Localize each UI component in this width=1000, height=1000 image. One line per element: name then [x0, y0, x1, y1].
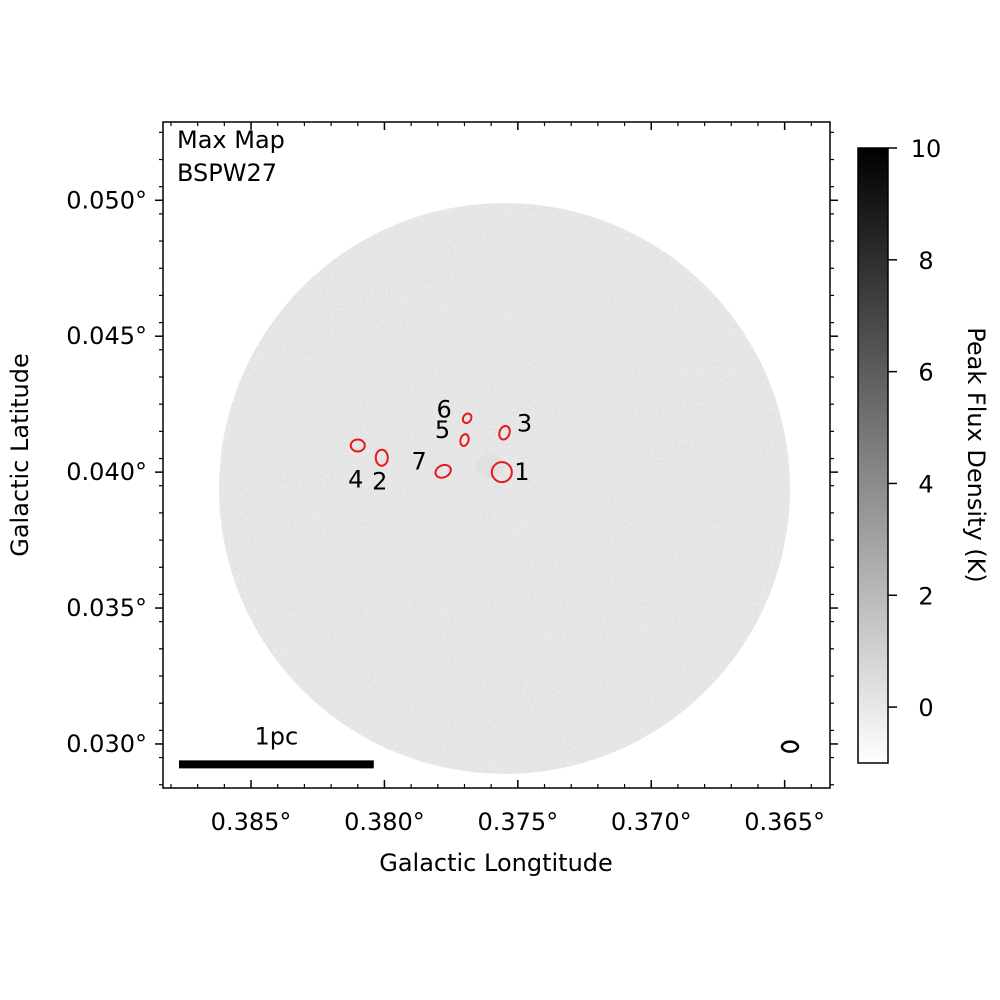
- source-label-5: 5: [435, 416, 450, 444]
- colorbar-label: Peak Flux Density (K): [962, 327, 990, 582]
- heatmap-layer: [219, 202, 790, 774]
- x-axis-label: Galactic Longtitude: [379, 849, 613, 877]
- colorbar: 0 2 4 6 8 10 Peak Flux Density (K): [857, 135, 990, 764]
- colorbar-tick-label: 10: [911, 135, 942, 163]
- beam-ellipse: [780, 740, 800, 753]
- x-tick-label: 0.380°: [344, 808, 425, 836]
- y-tick-label: 0.030°: [66, 730, 147, 758]
- source-contours: 1 2 3 4 567: [348, 395, 532, 495]
- x-tick-label: 0.375°: [477, 808, 558, 836]
- colorbar-tick-label: 2: [918, 582, 933, 610]
- x-tick-label: 0.370°: [611, 808, 692, 836]
- heatmap-bright-spot: [475, 454, 504, 479]
- source-contour-3: [498, 424, 511, 441]
- colorbar-ticks: 0 2 4 6 8 10: [888, 135, 941, 722]
- source-label-2: 2: [372, 468, 387, 496]
- source-label-3: 3: [517, 410, 532, 438]
- source-contour-7: [434, 463, 452, 479]
- source-contour-2: [374, 448, 389, 467]
- y-tick-label: 0.045°: [66, 322, 147, 350]
- source-label-6: 6: [437, 395, 452, 423]
- colorbar-tick-label: 8: [918, 247, 933, 275]
- colorbar-tick-label: 0: [918, 694, 933, 722]
- heatmap-field: [219, 202, 790, 774]
- axis-ticks: 0.385° 0.380° 0.375° 0.370° 0.365° 0.030° 0.03…: [66, 122, 838, 836]
- source-contour-6: [461, 412, 473, 425]
- source-label-4: 4: [348, 465, 363, 493]
- annotation-line-2: BSPW27: [177, 159, 277, 187]
- colorbar-tick-label: 4: [918, 470, 933, 498]
- y-axis-label: Galactic Latitude: [6, 353, 34, 557]
- source-contour-4: [349, 438, 366, 453]
- plot-frame: [162, 121, 831, 789]
- source-contour-5: [459, 433, 470, 447]
- source-label-7: 7: [411, 447, 426, 475]
- scale-bar: 1pc: [179, 722, 374, 769]
- y-tick-label: 0.035°: [66, 594, 147, 622]
- x-tick-label: 0.365°: [744, 808, 825, 836]
- colorbar-gradient: [857, 147, 889, 764]
- source-contour-1: [490, 461, 513, 484]
- annotation-line-1: Max Map: [177, 126, 285, 154]
- source-label-1: 1: [514, 458, 529, 486]
- colorbar-tick-label: 6: [918, 359, 933, 387]
- scale-bar-label: 1pc: [255, 722, 299, 750]
- y-tick-label: 0.040°: [66, 458, 147, 486]
- y-tick-label: 0.050°: [66, 186, 147, 214]
- x-tick-label: 0.385°: [211, 808, 292, 836]
